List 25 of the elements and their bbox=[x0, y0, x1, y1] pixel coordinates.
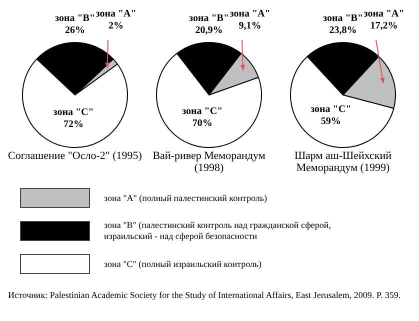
data-label: 70% bbox=[192, 118, 212, 130]
text: Вай-ривер Меморандум (1998) bbox=[152, 150, 266, 174]
text: Источник: Palestinian Academic Society for the Study of International Affairs, East Jerusalem, 2009. P. 359. bbox=[8, 290, 402, 301]
data-label: 59% bbox=[320, 116, 341, 127]
text: Шарм аш-Шейхский Меморандум (1999) bbox=[293, 150, 393, 174]
data-label: 23,8% bbox=[329, 25, 357, 36]
slice-label: зона "C" bbox=[310, 104, 352, 115]
data-label: 17,2% bbox=[370, 20, 398, 32]
text: зона "C" (полный израильский контроль) bbox=[104, 258, 262, 270]
slice-label: зона "A" bbox=[96, 8, 136, 20]
slice-label: зона "C" bbox=[182, 106, 223, 118]
data-label: 72% bbox=[64, 119, 84, 130]
text: Соглашение "Осло-2" (1995) bbox=[8, 150, 142, 162]
slice-label: зона "B" bbox=[55, 13, 95, 24]
data-label: 2% bbox=[108, 20, 124, 32]
slice-label: зона "B" bbox=[189, 13, 229, 24]
text: зона "B" (палестинский контроль над гражданской сферой, израильский - над сферой безопасности bbox=[104, 220, 332, 242]
slice-label: зона "A" bbox=[364, 8, 404, 20]
text: зона "A" (полный палестинский контроль) bbox=[104, 192, 267, 204]
slice-label: зона "C" bbox=[53, 107, 94, 118]
data-label: 9,1% bbox=[238, 20, 262, 32]
data-label: 26% bbox=[65, 25, 85, 36]
slice-label: зона "B" bbox=[323, 13, 363, 24]
data-label: 20,9% bbox=[195, 25, 223, 36]
slice-label: зона "A" bbox=[230, 8, 270, 20]
